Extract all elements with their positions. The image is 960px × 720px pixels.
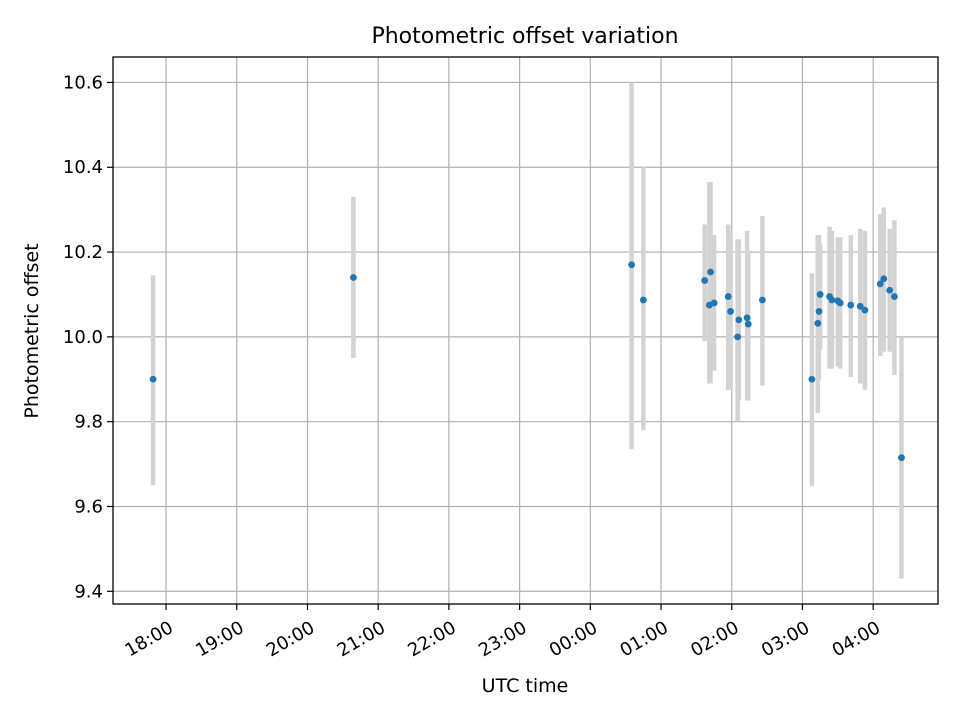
data-point xyxy=(350,274,357,281)
y-axis-label: Photometric offset xyxy=(21,243,43,418)
data-point xyxy=(724,293,732,300)
data-point xyxy=(890,293,898,300)
data-point xyxy=(735,316,743,324)
x-tick-label: 01:00 xyxy=(617,617,672,661)
x-tick-label: 04:00 xyxy=(829,617,884,661)
data-point xyxy=(758,296,766,304)
data-point xyxy=(710,299,718,307)
data-point xyxy=(814,319,822,327)
y-tick-label: 10.4 xyxy=(63,157,103,178)
data-point xyxy=(639,296,647,304)
plot-frame xyxy=(112,56,939,605)
x-tick-label: 00:00 xyxy=(546,617,601,661)
data-point xyxy=(727,308,734,315)
data-point xyxy=(808,375,816,383)
y-tick-label: 10.0 xyxy=(63,327,103,348)
data-point xyxy=(816,291,824,298)
data-point xyxy=(847,301,855,309)
grid-layer xyxy=(113,57,938,604)
x-tick-label: 18:00 xyxy=(122,617,177,661)
data-point xyxy=(707,268,714,276)
x-tick-label: 23:00 xyxy=(475,617,530,661)
x-tick-label: 22:00 xyxy=(404,617,459,661)
data-point xyxy=(828,296,836,304)
y-tick-label: 10.6 xyxy=(63,72,103,93)
x-tick-label: 21:00 xyxy=(334,617,389,661)
data-point xyxy=(886,286,894,294)
data-point xyxy=(701,277,709,284)
y-tick-label: 10.2 xyxy=(63,242,103,263)
data-point xyxy=(856,302,864,310)
x-axis: 18:00 19:00 20:00 21:00 22:00 23:00 00:00 01:00… xyxy=(122,604,884,661)
x-tick-label: 20:00 xyxy=(263,617,318,661)
x-axis-label: UTC time xyxy=(482,675,569,697)
y-axis: 9.4 9.6 9.8 10.0 10.2 10.4 10.6 xyxy=(63,72,113,602)
chart-title: Photometric offset variation xyxy=(371,24,678,49)
x-tick-label: 19:00 xyxy=(192,617,247,661)
data-point xyxy=(628,261,635,269)
data-point xyxy=(876,280,884,288)
x-tick-label: 03:00 xyxy=(758,617,813,661)
x-tick-label: 02:00 xyxy=(687,617,742,661)
data-point xyxy=(815,308,823,315)
data-point xyxy=(861,306,869,314)
data-point xyxy=(898,454,905,462)
data-point xyxy=(836,299,844,307)
data-point xyxy=(743,314,751,322)
data-point xyxy=(149,375,157,383)
data-point xyxy=(744,320,752,328)
data-point xyxy=(880,275,888,283)
data-point xyxy=(734,333,742,341)
y-tick-label: 9.4 xyxy=(74,581,103,602)
point-layer xyxy=(149,261,905,462)
errorbar-layer xyxy=(150,82,904,579)
y-tick-label: 9.8 xyxy=(74,412,103,433)
y-tick-label: 9.6 xyxy=(74,496,103,517)
